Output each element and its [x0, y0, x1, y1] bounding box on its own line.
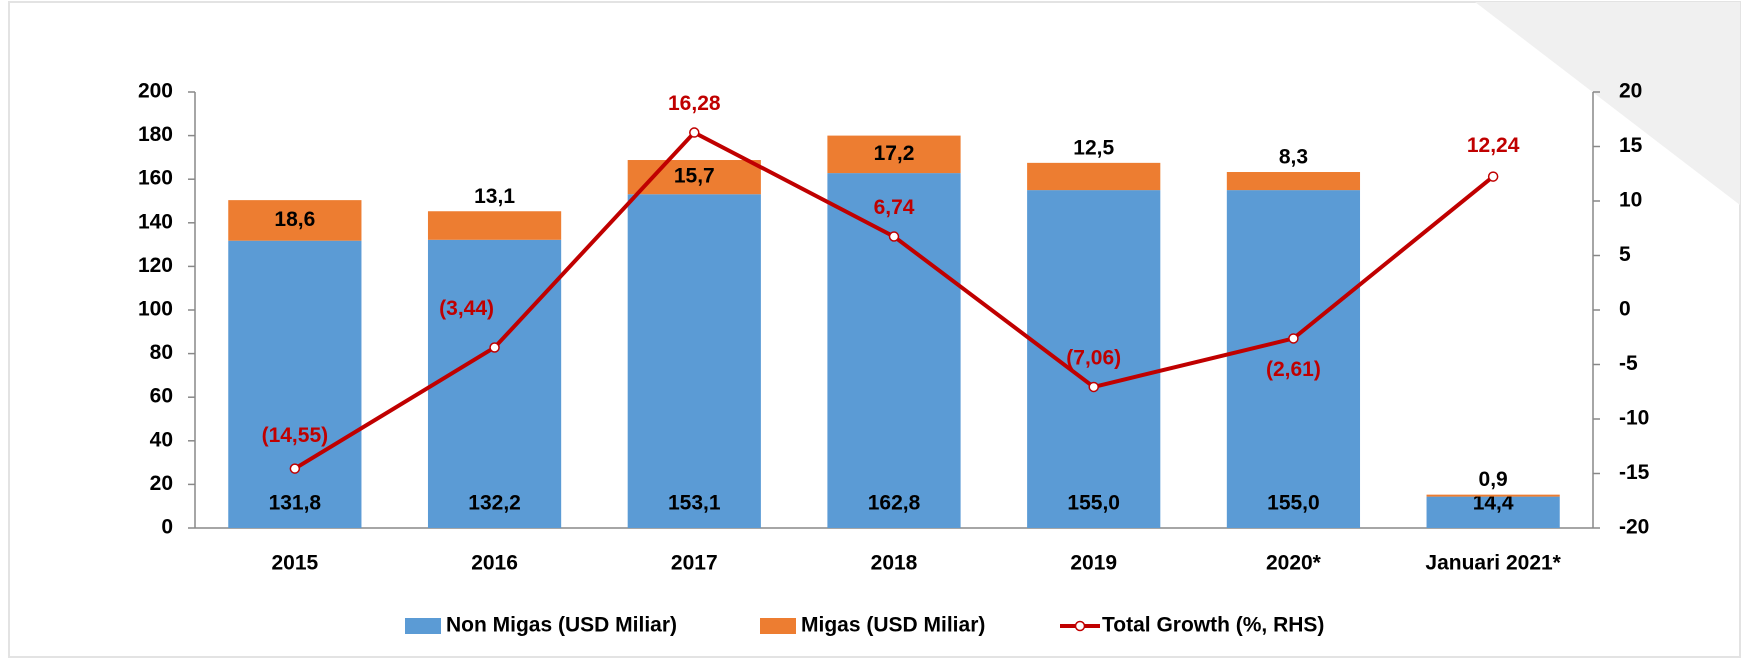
y2-tick-label: -5: [1619, 352, 1638, 375]
x-tick-label: Januari 2021*: [1425, 552, 1561, 575]
y-tick-label: 40: [150, 428, 173, 451]
bar: [1226, 172, 1361, 191]
y2-tick-label: -20: [1619, 516, 1649, 539]
bar: [627, 160, 761, 195]
x-tick-label: 2018: [871, 552, 918, 575]
bar: [228, 200, 362, 241]
line-marker: [289, 463, 301, 474]
bar: [1226, 190, 1361, 528]
line-marker: [1487, 171, 1499, 182]
legend-label: Migas (USD Miliar): [801, 614, 985, 637]
y2-tick-label: 10: [1619, 189, 1642, 212]
y2-tick-label: 0: [1619, 298, 1631, 321]
data-label: 13,1: [474, 185, 515, 208]
data-label: 153,1: [668, 492, 721, 515]
bar: [427, 239, 562, 528]
data-label: 16,28: [668, 92, 721, 115]
y2-tick-label: 15: [1619, 134, 1643, 157]
data-label: (14,55): [262, 424, 329, 447]
y-tick-label: 140: [138, 210, 173, 233]
data-label: 132,2: [468, 492, 521, 515]
bar: [228, 240, 362, 528]
y-tick-label: 100: [138, 298, 173, 321]
y-tick-label: 80: [150, 341, 173, 364]
bar: [1426, 496, 1560, 528]
y-tick-label: 120: [138, 254, 173, 277]
data-label: 155,0: [1067, 492, 1120, 515]
data-label: 18,6: [274, 208, 315, 231]
data-label: 14,4: [1473, 492, 1514, 515]
data-label: 131,8: [269, 492, 322, 515]
legend-swatch: [405, 618, 441, 634]
bar: [827, 135, 961, 174]
line-marker: [489, 342, 500, 353]
data-label: 12,5: [1073, 136, 1114, 159]
y-tick-label: 60: [150, 385, 173, 408]
data-label: (7,06): [1066, 347, 1121, 370]
y-tick-label: 0: [161, 516, 173, 539]
bar: [1426, 494, 1560, 497]
data-label: (2,61): [1266, 358, 1321, 381]
y2-tick-label: 5: [1619, 243, 1631, 266]
data-label: 6,74: [874, 196, 915, 219]
legend-marker: [1074, 620, 1086, 632]
line-marker: [689, 127, 700, 138]
line-marker: [1288, 333, 1299, 344]
x-tick-label: 2015: [271, 552, 318, 575]
data-label: 12,24: [1467, 134, 1520, 157]
line-marker: [888, 231, 900, 242]
data-label: 0,9: [1479, 468, 1508, 491]
decoration: [1475, 2, 1740, 205]
bar: [627, 194, 761, 528]
y2-tick-label: 20: [1619, 80, 1642, 103]
x-tick-label: 2019: [1070, 552, 1117, 575]
x-tick-label: 2016: [471, 552, 518, 575]
data-label: 162,8: [868, 492, 921, 515]
line-marker: [1088, 381, 1099, 393]
x-tick-label: 2020*: [1266, 552, 1322, 575]
data-label: 8,3: [1279, 146, 1308, 169]
y2-tick-label: -15: [1619, 461, 1650, 484]
legend-label: Non Migas (USD Miliar): [446, 614, 677, 637]
x-tick-label: 2017: [671, 552, 718, 575]
bar: [1027, 190, 1161, 528]
y2-tick-label: -10: [1619, 407, 1649, 430]
legend-label: Total Growth (%, RHS): [1102, 614, 1324, 637]
data-label: 15,7: [674, 165, 715, 188]
bar: [427, 211, 562, 240]
bar: [1027, 162, 1161, 191]
data-label: 17,2: [874, 142, 915, 165]
y-tick-label: 180: [138, 123, 173, 146]
legend-swatch: [760, 618, 796, 634]
y-tick-label: 160: [138, 167, 173, 190]
y-tick-label: 200: [138, 80, 173, 103]
data-label: 155,0: [1267, 492, 1320, 515]
y-tick-label: 20: [150, 472, 173, 495]
bar: [827, 173, 961, 528]
data-label: (3,44): [439, 297, 494, 320]
